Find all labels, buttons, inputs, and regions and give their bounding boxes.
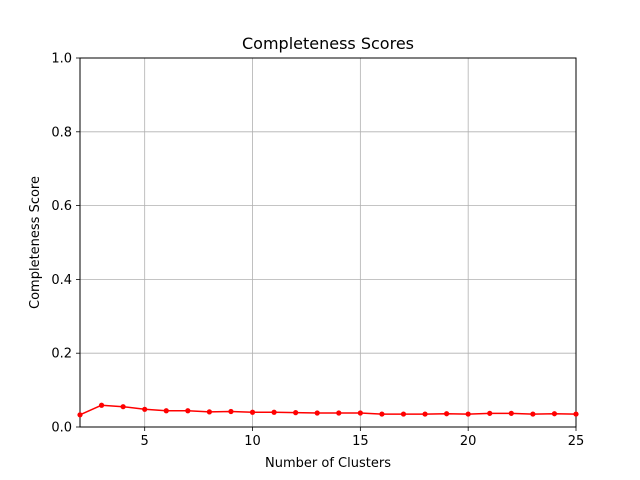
data-point [551, 411, 558, 417]
data-point [357, 410, 363, 416]
y-tick-label: 0.6 [51, 199, 72, 214]
data-point [444, 411, 450, 417]
data-point [508, 410, 514, 416]
y-tick-label: 0.0 [51, 421, 72, 436]
y-tick-label: 0.2 [51, 347, 72, 362]
data-point [422, 411, 428, 417]
y-tick-label: 0.8 [51, 125, 72, 140]
x-tick-label: 15 [352, 434, 369, 449]
grid-lines [80, 57, 577, 428]
data-point [314, 410, 320, 416]
data-point [487, 410, 493, 416]
y-axis-label: Completeness Score [28, 176, 43, 309]
series-line [79, 404, 577, 416]
data-point [573, 411, 579, 417]
data-point [400, 411, 407, 417]
x-tick-label: 25 [568, 434, 585, 449]
data-point [271, 409, 277, 415]
data-point [465, 411, 471, 417]
chart-title: Completeness Scores [242, 34, 414, 53]
plot-area-frame [79, 57, 577, 428]
data-point [293, 410, 299, 416]
data-point [336, 410, 342, 416]
data-point [185, 408, 191, 414]
series-layer [77, 402, 579, 418]
data-point [98, 402, 105, 408]
axis-ticks: 5 10 15 20 25 0.0 0.2 0.4 0.6 0.8 1.0 [51, 52, 584, 450]
data-point [77, 412, 83, 418]
data-point [228, 408, 234, 415]
data-point [379, 411, 385, 417]
data-point [120, 404, 126, 410]
y-tick-label: 0.4 [51, 273, 72, 288]
x-tick-label: 10 [244, 434, 261, 449]
x-tick-label: 20 [460, 434, 477, 449]
x-tick-label: 5 [141, 434, 149, 449]
data-point [206, 409, 212, 415]
data-point [530, 411, 536, 417]
data-point [249, 409, 256, 415]
data-point [163, 408, 169, 414]
x-axis-label: Number of Clusters [265, 456, 391, 471]
y-tick-label: 1.0 [51, 52, 72, 67]
data-point [142, 406, 148, 412]
